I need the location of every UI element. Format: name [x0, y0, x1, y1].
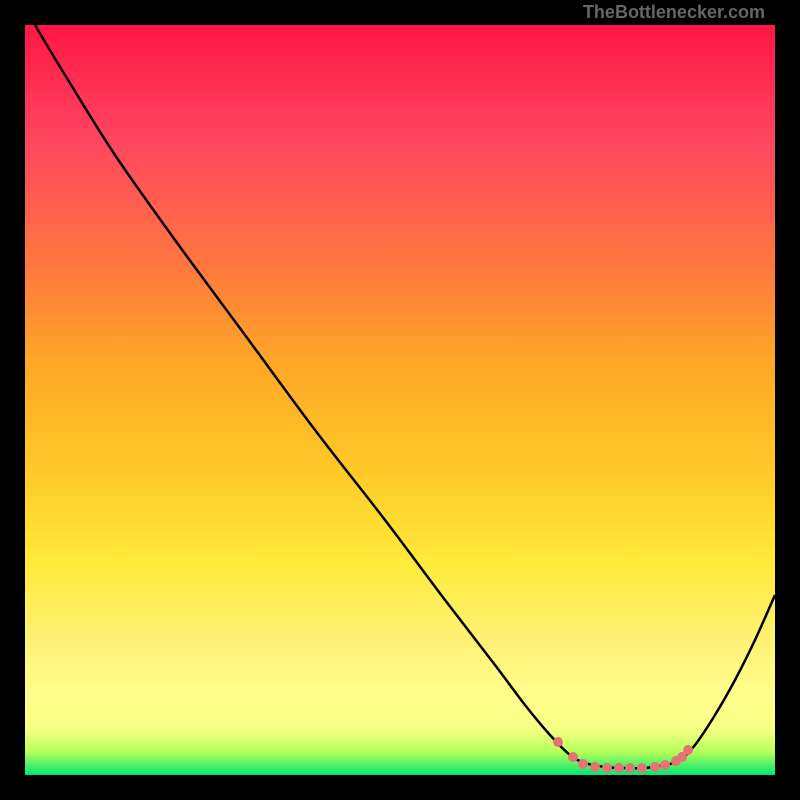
chart-curve-layer: [25, 25, 775, 775]
curve-marker: [590, 762, 600, 772]
bottleneck-curve: [35, 25, 775, 768]
curve-marker: [637, 763, 647, 773]
curve-marker: [683, 745, 693, 755]
curve-marker: [650, 762, 660, 772]
curve-marker: [614, 763, 624, 773]
curve-markers: [553, 737, 693, 773]
bottleneck-chart: [25, 25, 775, 775]
curve-marker: [568, 752, 578, 762]
watermark-text: TheBottlenecker.com: [583, 2, 765, 23]
curve-marker: [602, 763, 612, 773]
curve-marker: [578, 759, 588, 769]
curve-marker: [660, 760, 670, 770]
curve-marker: [553, 737, 563, 747]
curve-marker: [625, 763, 635, 773]
